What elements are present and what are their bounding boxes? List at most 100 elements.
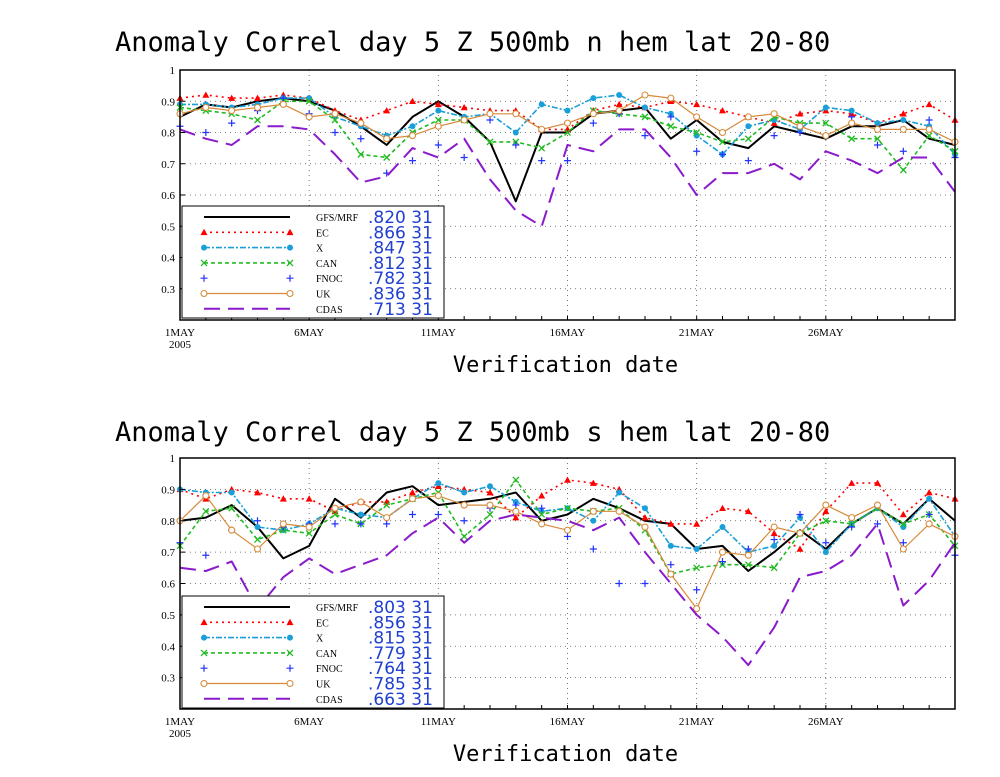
legend-stat-fnoc: .764 31 — [368, 659, 433, 679]
legend-x-point — [287, 244, 293, 251]
x-point — [435, 480, 442, 487]
uk-point — [486, 501, 494, 509]
x-point — [822, 104, 829, 111]
can-point — [822, 517, 830, 525]
legend-stat-x: .815 31 — [368, 629, 433, 649]
can-point — [331, 116, 339, 124]
ec-point — [770, 529, 778, 537]
x-axis-ticks: 1MAY 6MAY 11MAY 16MAY 21MAY 26MAY — [165, 705, 956, 728]
can-point — [228, 504, 236, 512]
fnoc-point — [254, 517, 261, 525]
fnoc-point — [538, 157, 546, 165]
can-point — [564, 504, 571, 512]
fnoc-point — [564, 532, 571, 540]
year-label: 2005 — [169, 339, 192, 351]
legend-label-x: X — [316, 634, 324, 645]
uk-point — [822, 132, 830, 140]
uk-point — [641, 523, 649, 531]
can-point — [254, 536, 261, 544]
fnoc-point — [641, 132, 649, 140]
fnoc-point — [409, 157, 416, 165]
uk-point — [460, 501, 468, 509]
can-point — [538, 511, 546, 518]
chart-title: Anomaly Correl day 5 Z 500mb s hem lat 2… — [115, 417, 830, 448]
fnoc-point — [383, 520, 391, 528]
uk-point — [693, 113, 701, 121]
x-point — [926, 495, 933, 502]
uk-point — [279, 100, 287, 108]
legend-x-point — [201, 634, 207, 641]
legend-label-cdas: CDAS — [316, 305, 343, 316]
legend-label-can: CAN — [316, 649, 337, 660]
fnoc-point — [848, 523, 856, 531]
fnoc-point — [331, 129, 339, 136]
fnoc-point — [589, 119, 597, 127]
legend-fnoc-point — [286, 664, 294, 672]
can-point — [693, 129, 701, 136]
x-tick-label: 11MAY — [421, 327, 456, 339]
x-tick-label: 1MAY — [165, 716, 195, 728]
y-tick-label: 0.3 — [161, 284, 175, 296]
ec-point — [538, 492, 546, 499]
ec-point — [796, 110, 804, 117]
x-axis-ticks: 1MAY 6MAY 11MAY 16MAY 21MAY 26MAY — [165, 316, 956, 339]
ec-point — [693, 100, 701, 108]
fnoc-point — [434, 141, 442, 149]
ec-point — [848, 479, 856, 486]
can-point — [538, 144, 546, 152]
x-tick-label: 16MAY — [550, 327, 586, 339]
legend: GFS/MRF .820 31 EC .866 31 X .847 31 CAN .812 3… — [181, 205, 445, 320]
can-point — [564, 129, 571, 136]
legend-label-fnoc: FNOC — [316, 664, 343, 675]
ec-point — [434, 100, 442, 108]
fnoc-point — [331, 520, 339, 528]
x-point — [538, 101, 545, 108]
y-tick-label: 0.4 — [161, 253, 175, 265]
x-tick-label: 1MAY — [165, 327, 195, 339]
uk-point — [357, 119, 365, 127]
can-point — [383, 154, 391, 161]
fnoc-point — [770, 536, 778, 544]
uk-point — [563, 119, 572, 127]
series-uk — [176, 91, 959, 146]
x-point — [357, 511, 364, 518]
fnoc-point — [899, 539, 907, 547]
fnoc-point — [589, 545, 597, 553]
x-point — [306, 95, 313, 102]
fnoc-point — [564, 157, 571, 165]
uk-point — [279, 520, 287, 528]
ec-point — [409, 97, 416, 105]
x-tick-label: 26MAY — [808, 716, 844, 728]
can-point — [434, 116, 442, 124]
fnoc-point — [202, 551, 210, 559]
can-point — [667, 122, 675, 130]
uk-point — [228, 526, 236, 534]
series-line-gfs-mrf — [179, 485, 956, 572]
uk-point — [796, 122, 804, 130]
fnoc-point — [615, 580, 623, 587]
x-point — [590, 517, 597, 524]
x-tick-label: 26MAY — [808, 327, 844, 339]
uk-point — [202, 103, 210, 112]
ec-point — [615, 100, 623, 108]
x-point — [487, 483, 493, 490]
uk-point — [848, 514, 856, 522]
uk-point — [873, 501, 882, 509]
y-tick-label: 0.7 — [161, 547, 175, 559]
y-tick-label: 0.9 — [161, 484, 175, 496]
chart-panel-north: Anomaly Correl day 5 Z 500mb n hem lat 2… — [115, 27, 959, 378]
legend-ec-point — [286, 228, 294, 236]
can-point — [822, 119, 830, 127]
legend-stat-ec: .856 31 — [368, 613, 433, 633]
uk-point — [486, 110, 494, 118]
can-point — [202, 507, 210, 515]
can-point — [874, 135, 881, 143]
ec-point — [925, 489, 933, 496]
can-point — [641, 113, 649, 121]
uk-point — [512, 110, 520, 118]
legend-uk-point — [286, 679, 294, 688]
x-point — [771, 542, 778, 549]
ec-point — [512, 514, 520, 521]
x-tick-label: 16MAY — [550, 716, 586, 728]
legend-label-can: CAN — [316, 259, 337, 270]
